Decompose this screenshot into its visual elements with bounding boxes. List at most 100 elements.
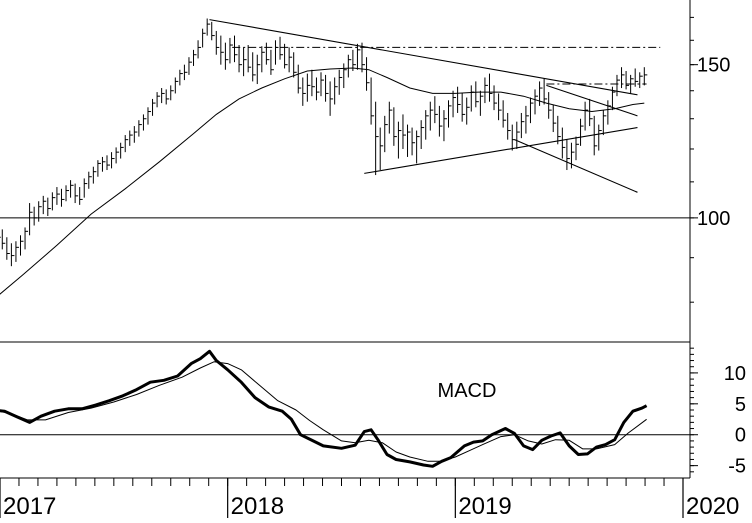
price-bar bbox=[188, 57, 192, 75]
price-bar bbox=[566, 139, 570, 171]
price-bar bbox=[329, 81, 334, 116]
price-bar bbox=[429, 101, 434, 131]
price-bar bbox=[347, 54, 352, 78]
price-bar bbox=[206, 18, 211, 36]
price-bar bbox=[42, 195, 47, 215]
price-bar bbox=[534, 89, 539, 115]
price-bar bbox=[197, 40, 202, 59]
price-bar bbox=[498, 93, 502, 121]
macd-tick-label: 5 bbox=[735, 394, 746, 416]
price-bar bbox=[356, 43, 361, 70]
price-bar bbox=[60, 188, 65, 207]
trendline bbox=[364, 127, 638, 174]
price-bar bbox=[484, 77, 488, 104]
x-axis: 2017 2018 2019 2020 bbox=[0, 0, 739, 520]
price-bar bbox=[111, 152, 115, 169]
price-bar bbox=[302, 77, 306, 106]
price-bar bbox=[297, 64, 302, 94]
price-bar bbox=[229, 37, 233, 64]
price-bar bbox=[584, 101, 589, 131]
price-bar bbox=[142, 114, 147, 131]
price-bar bbox=[488, 73, 493, 102]
price-bar bbox=[252, 52, 256, 82]
price-panel: 100 150 bbox=[0, 16, 730, 303]
price-bar bbox=[593, 115, 598, 156]
price-bar bbox=[525, 105, 529, 134]
price-bar bbox=[65, 185, 70, 202]
price-bar bbox=[379, 127, 384, 171]
price-bar bbox=[70, 180, 74, 198]
price-bar bbox=[220, 35, 224, 65]
price-bar bbox=[101, 156, 106, 172]
macd-tick-label: 10 bbox=[724, 363, 746, 385]
price-bar bbox=[138, 120, 142, 137]
price-bar bbox=[393, 107, 397, 146]
price-bar bbox=[274, 40, 279, 65]
price-bar bbox=[156, 92, 161, 108]
price-bar bbox=[83, 178, 88, 198]
moving-average-line bbox=[0, 67, 645, 295]
price-bar bbox=[170, 85, 174, 101]
price-bar bbox=[6, 237, 10, 260]
price-bar bbox=[461, 93, 466, 122]
price-bar bbox=[420, 120, 425, 149]
price-bar bbox=[580, 118, 584, 146]
price-bar bbox=[115, 147, 120, 164]
price-bar bbox=[352, 49, 356, 72]
price-bar bbox=[361, 42, 365, 73]
price-bar bbox=[247, 45, 252, 73]
price-bar bbox=[470, 85, 475, 112]
macd-tick-label: 0 bbox=[735, 425, 746, 447]
price-bar bbox=[611, 86, 616, 111]
price-bar bbox=[147, 107, 151, 125]
price-bar bbox=[557, 115, 561, 145]
price-bar bbox=[630, 74, 634, 94]
price-bar bbox=[33, 206, 38, 226]
price-bar bbox=[270, 49, 274, 75]
price-bar bbox=[19, 235, 24, 256]
price-bar bbox=[366, 57, 370, 91]
year-label: 2020 bbox=[686, 493, 739, 518]
price-bar bbox=[384, 115, 388, 153]
price-tick-label: 150 bbox=[697, 55, 730, 77]
price-bar bbox=[233, 35, 238, 63]
price-bar bbox=[529, 97, 534, 124]
price-bar bbox=[539, 81, 543, 106]
price-bar bbox=[425, 110, 429, 140]
price-bar bbox=[243, 47, 247, 77]
price-bar bbox=[388, 101, 393, 134]
price-bar bbox=[416, 130, 420, 164]
price-bar bbox=[161, 88, 165, 104]
price-bar bbox=[448, 100, 452, 128]
price-bar bbox=[639, 72, 643, 89]
price-bar bbox=[10, 243, 15, 267]
price-bar bbox=[211, 21, 215, 41]
year-label: 2017 bbox=[3, 493, 56, 518]
price-bar bbox=[607, 100, 611, 125]
price-bar bbox=[511, 124, 516, 151]
price-bar bbox=[616, 74, 620, 97]
price-bar bbox=[452, 90, 457, 118]
price-bar bbox=[548, 92, 552, 119]
price-bar bbox=[92, 166, 97, 184]
price-bar bbox=[370, 77, 375, 125]
price-bar bbox=[288, 47, 293, 73]
price-bar bbox=[265, 42, 270, 65]
price-bar bbox=[643, 67, 648, 86]
trendline bbox=[546, 84, 638, 117]
price-bar bbox=[338, 69, 343, 95]
price-bar bbox=[74, 183, 79, 204]
price-bar bbox=[106, 155, 111, 171]
price-bar bbox=[261, 46, 265, 73]
price-bar bbox=[133, 126, 138, 143]
price-bar bbox=[493, 85, 498, 111]
macd-line bbox=[0, 349, 648, 468]
price-bar bbox=[0, 236, 1, 238]
price-bar bbox=[1, 229, 6, 250]
price-bar bbox=[543, 78, 548, 105]
trendline bbox=[514, 139, 638, 193]
price-bar bbox=[279, 36, 284, 60]
price-bar bbox=[47, 197, 51, 216]
price-bar bbox=[411, 127, 416, 156]
